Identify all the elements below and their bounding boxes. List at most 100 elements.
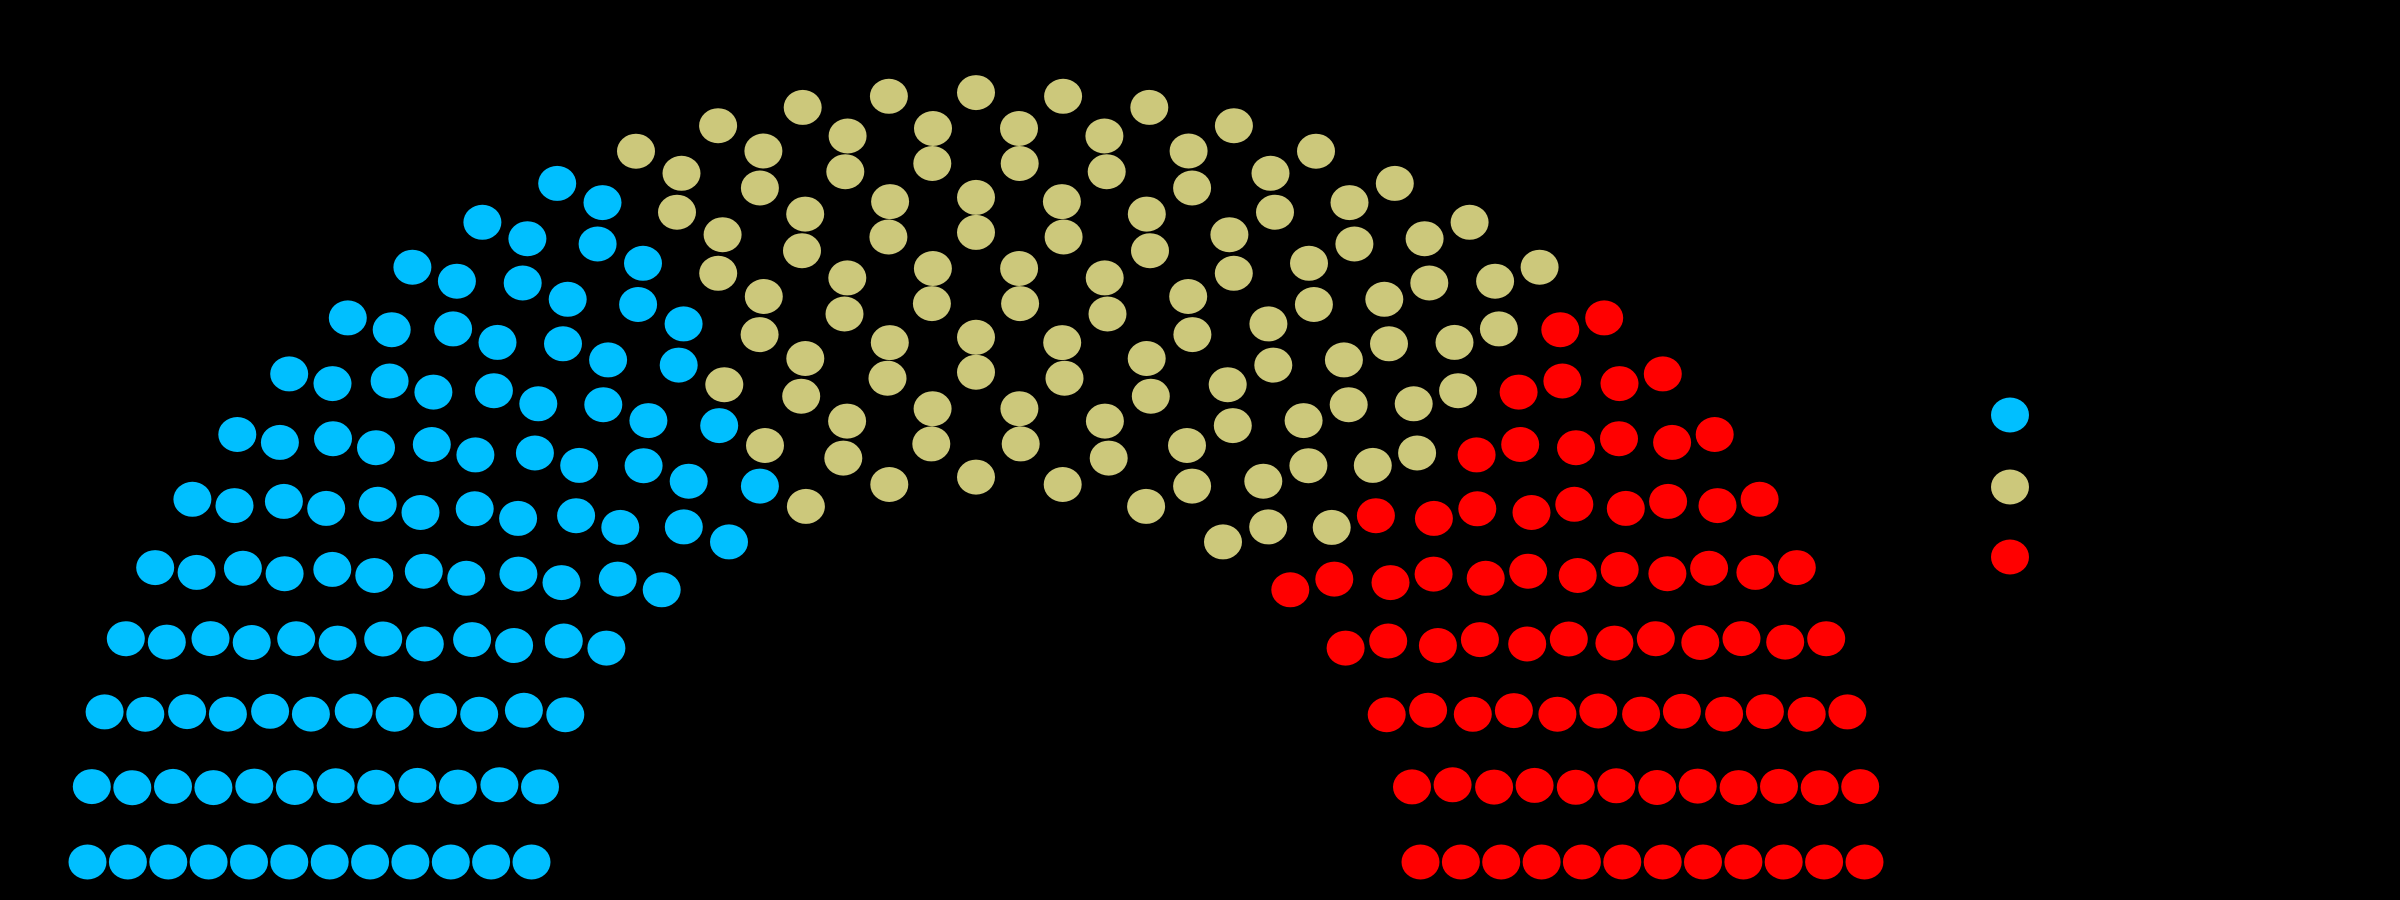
seat-dot — [1597, 768, 1636, 804]
seat-dot — [1766, 624, 1805, 660]
seat-dot — [1251, 155, 1290, 191]
seat-dot — [364, 621, 403, 657]
seat-dot — [480, 767, 519, 803]
seat-dot — [1000, 391, 1039, 427]
seat-dot — [1173, 317, 1212, 353]
seat-dot — [825, 296, 864, 332]
seat-dot — [1828, 694, 1867, 730]
seat-dot — [1475, 769, 1514, 805]
seat-dot — [1724, 844, 1763, 880]
seat-dot — [1365, 281, 1404, 317]
seat-dot — [1000, 251, 1039, 286]
seat-dot — [1326, 630, 1365, 666]
seat-dot — [828, 403, 867, 439]
seat-dot — [624, 245, 662, 281]
seat-dot — [1606, 490, 1645, 526]
seat-dot — [542, 565, 581, 601]
seat-dot — [398, 767, 437, 803]
seat-dot — [1371, 565, 1410, 601]
seat-dot — [508, 221, 547, 257]
seat-dot — [431, 844, 470, 880]
seat-dot — [1271, 572, 1310, 608]
seat-dot — [1684, 844, 1722, 880]
seat-dot — [270, 844, 309, 880]
seat-dot — [703, 217, 742, 253]
seat-dot — [472, 844, 511, 880]
seat-dot — [1370, 326, 1408, 362]
seat-dot — [1168, 428, 1206, 463]
party-group-right-party-red — [1271, 300, 1884, 880]
seat-dot — [598, 561, 637, 597]
seat-dot — [1398, 435, 1437, 471]
seat-dot — [1501, 427, 1540, 462]
seat-dot — [191, 621, 230, 657]
seat-dot — [277, 621, 316, 657]
seat-dot — [1460, 622, 1499, 658]
seat-dot — [1085, 403, 1124, 439]
seat-dot — [1249, 509, 1288, 545]
seat-dot — [1405, 221, 1444, 257]
seat-dot — [1800, 770, 1839, 806]
seat-dot — [957, 75, 995, 111]
seat-dot — [1740, 481, 1779, 517]
seat-dot — [578, 226, 617, 262]
seat-dot — [1482, 844, 1521, 880]
seat-dot — [405, 626, 444, 662]
seat-dot — [1289, 448, 1328, 484]
seat-dot — [1520, 249, 1559, 285]
seat-dot — [1210, 217, 1249, 253]
seat-dot — [1543, 363, 1582, 399]
seat-dot — [870, 467, 909, 502]
seat-dot — [1330, 185, 1369, 221]
seat-dot — [624, 448, 663, 484]
seat-dot — [1512, 495, 1551, 530]
seat-dot — [699, 255, 738, 291]
seat-dot — [334, 693, 373, 729]
seat-dot — [786, 341, 825, 376]
seat-dot — [1131, 233, 1169, 269]
seat-dot — [260, 424, 299, 460]
seat-dot — [1087, 154, 1126, 190]
seat-dot — [1042, 184, 1081, 220]
seat-dot — [412, 427, 451, 462]
seat-dot — [1433, 767, 1472, 803]
seat-dot — [1643, 356, 1682, 392]
seat-dot — [393, 249, 432, 285]
seat-dot — [913, 251, 952, 286]
seat-dot — [589, 342, 628, 378]
seat-dot — [232, 625, 271, 660]
seat-dot — [669, 463, 708, 499]
seat-dot — [316, 768, 355, 804]
seat-dot — [869, 219, 908, 255]
seat-dot — [463, 204, 502, 240]
seat-dot — [1556, 769, 1595, 805]
seat-dot — [173, 481, 212, 517]
seat-dot — [147, 624, 186, 660]
seat-dot — [705, 367, 744, 403]
seat-dot — [177, 554, 216, 590]
seats-layer — [68, 75, 1884, 880]
seat-dot — [1760, 768, 1798, 804]
seat-dot — [1254, 347, 1293, 383]
seat-dot — [113, 770, 152, 806]
seat-dot — [1435, 324, 1474, 360]
seat-dot — [710, 524, 748, 560]
party-group-left-party-blue — [68, 165, 779, 880]
seat-dot — [168, 694, 207, 730]
seat-dot — [1131, 378, 1170, 414]
seat-dot — [1541, 312, 1580, 348]
seat-dot — [1458, 491, 1497, 527]
seat-dot — [1284, 403, 1323, 439]
seat-dot — [453, 622, 492, 658]
seat-dot — [868, 360, 907, 396]
seat-dot — [515, 435, 554, 471]
seat-dot — [544, 623, 583, 659]
seat-dot — [404, 553, 443, 589]
seat-dot — [1001, 426, 1040, 462]
seat-dot — [1335, 226, 1374, 262]
seat-dot — [235, 768, 274, 804]
seat-dot — [740, 317, 779, 353]
seat-dot — [291, 696, 330, 732]
seat-dot — [1439, 373, 1478, 409]
